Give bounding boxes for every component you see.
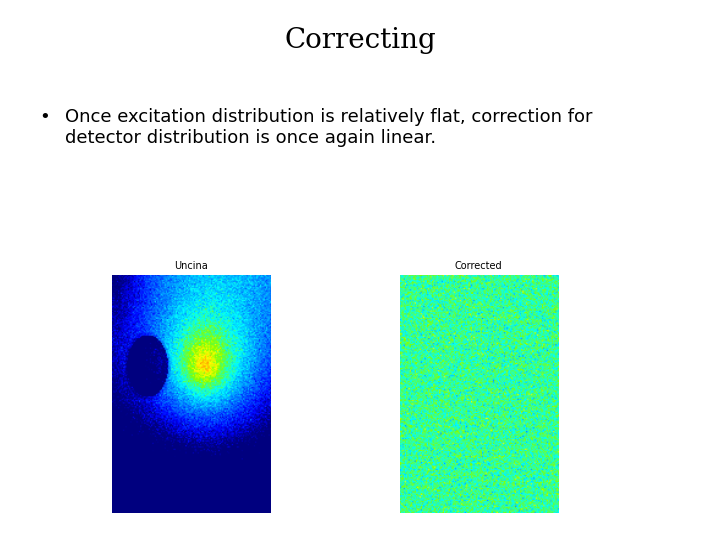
Text: Once excitation distribution is relatively flat, correction for
detector distrib: Once excitation distribution is relative… <box>65 108 593 147</box>
Text: Uncina: Uncina <box>174 261 207 271</box>
Text: •: • <box>40 108 50 126</box>
Text: Corrected: Corrected <box>455 261 503 271</box>
Text: Correcting: Correcting <box>284 27 436 54</box>
